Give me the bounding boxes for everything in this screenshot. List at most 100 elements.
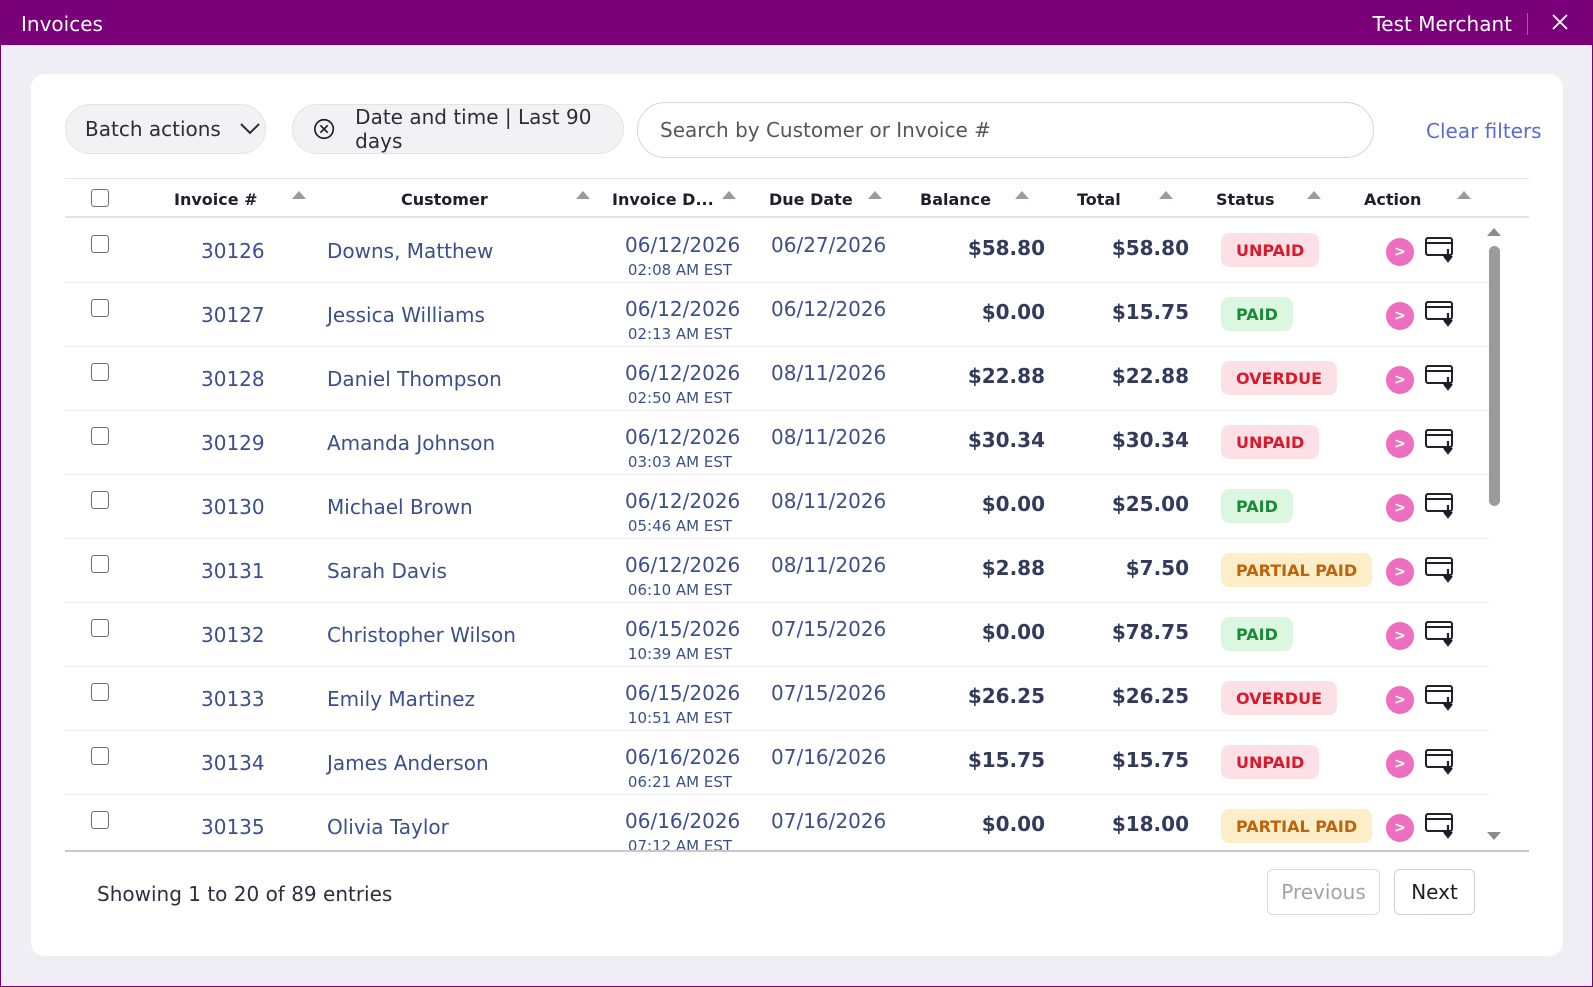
sort-invoice-date-icon[interactable] — [722, 191, 736, 199]
invoice-time: 02:50 AM EST — [627, 389, 733, 407]
sort-balance-icon[interactable] — [1015, 191, 1029, 199]
chevron-down-icon — [240, 123, 260, 135]
total-amount: $7.50 — [1125, 556, 1189, 580]
invoice-number-link[interactable]: 30130 — [201, 495, 265, 519]
download-invoice-icon[interactable] — [1424, 619, 1458, 649]
send-invoice-button[interactable]: > — [1386, 686, 1414, 714]
table-row: 30130 Michael Brown 06/12/2026 05:46 AM EST… — [65, 475, 1489, 539]
send-invoice-button[interactable]: > — [1386, 622, 1414, 650]
send-invoice-button[interactable]: > — [1386, 750, 1414, 778]
download-invoice-icon[interactable] — [1424, 491, 1458, 521]
column-header-balance: Balance — [920, 190, 991, 209]
send-invoice-button[interactable]: > — [1386, 494, 1414, 522]
status-badge: PAID — [1221, 489, 1293, 523]
column-header-due-date: Due Date — [769, 190, 853, 209]
column-header-total: Total — [1077, 190, 1121, 209]
invoice-date: 06/15/2026 — [625, 681, 741, 705]
download-invoice-icon[interactable] — [1424, 747, 1458, 777]
row-checkbox[interactable] — [91, 427, 109, 445]
download-invoice-icon[interactable] — [1424, 811, 1458, 841]
invoice-date-cell: 06/12/2026 02:13 AM EST — [625, 297, 740, 343]
invoice-number-link[interactable]: 30134 — [201, 751, 265, 775]
scrollbar-thumb[interactable] — [1489, 246, 1500, 506]
download-invoice-icon[interactable] — [1424, 555, 1458, 585]
invoices-card: Batch actions Date and time | Last 90 da… — [31, 74, 1563, 956]
column-header-action: Action — [1364, 190, 1422, 209]
customer-name: Emily Martinez — [327, 687, 476, 711]
row-checkbox[interactable] — [91, 747, 109, 765]
balance-amount: $2.88 — [981, 556, 1045, 580]
invoice-number-link[interactable]: 30135 — [201, 815, 265, 839]
invoice-date: 06/12/2026 — [625, 553, 741, 577]
customer-name: Sarah Davis — [327, 559, 447, 583]
date-filter-chip[interactable]: Date and time | Last 90 days — [292, 104, 624, 154]
invoice-number-link[interactable]: 30129 — [201, 431, 265, 455]
table-row: 30131 Sarah Davis 06/12/2026 06:10 AM EST 08… — [65, 539, 1489, 603]
clear-filters-link[interactable]: Clear filters — [1426, 119, 1542, 143]
customer-name: Amanda Johnson — [327, 431, 496, 455]
invoice-date-cell: 06/12/2026 05:46 AM EST — [625, 489, 740, 535]
send-invoice-button[interactable]: > — [1386, 238, 1414, 266]
download-invoice-icon[interactable] — [1424, 299, 1458, 329]
select-all-checkbox[interactable] — [91, 189, 109, 207]
close-icon[interactable] — [1548, 10, 1572, 34]
batch-actions-dropdown[interactable]: Batch actions — [65, 104, 266, 154]
clear-circle-icon[interactable] — [313, 117, 335, 141]
download-invoice-icon[interactable] — [1424, 683, 1458, 713]
download-invoice-icon[interactable] — [1424, 363, 1458, 393]
invoice-number-link[interactable]: 30128 — [201, 367, 265, 391]
customer-name: Olivia Taylor — [327, 815, 449, 839]
next-button[interactable]: Next — [1394, 869, 1475, 915]
send-invoice-button[interactable]: > — [1386, 302, 1414, 330]
total-amount: $25.00 — [1111, 492, 1189, 516]
invoice-number-link[interactable]: 30126 — [201, 239, 265, 263]
balance-amount: $26.25 — [967, 684, 1045, 708]
customer-name: James Anderson — [327, 751, 489, 775]
total-amount: $30.34 — [1111, 428, 1189, 452]
row-checkbox[interactable] — [91, 299, 109, 317]
row-checkbox[interactable] — [91, 235, 109, 253]
status-badge: PARTIAL PAID — [1221, 809, 1373, 843]
search-input[interactable] — [637, 102, 1374, 158]
balance-amount: $15.75 — [967, 748, 1045, 772]
invoice-number-link[interactable]: 30132 — [201, 623, 265, 647]
row-checkbox[interactable] — [91, 619, 109, 637]
invoice-number-link[interactable]: 30131 — [201, 559, 265, 583]
sort-action-icon[interactable] — [1457, 191, 1471, 199]
scroll-up-arrow-icon[interactable] — [1487, 228, 1501, 236]
sort-due-date-icon[interactable] — [868, 191, 882, 199]
send-invoice-button[interactable]: > — [1386, 430, 1414, 458]
due-date: 06/12/2026 — [771, 297, 887, 321]
table-row: 30127 Jessica Williams 06/12/2026 02:13 AM … — [65, 283, 1489, 347]
row-checkbox[interactable] — [91, 811, 109, 829]
send-invoice-button[interactable]: > — [1386, 558, 1414, 586]
invoice-number-link[interactable]: 30133 — [201, 687, 265, 711]
previous-button[interactable]: Previous — [1267, 869, 1380, 915]
invoice-date-cell: 06/16/2026 07:12 AM EST — [625, 809, 740, 852]
status-badge: OVERDUE — [1221, 681, 1338, 715]
download-invoice-icon[interactable] — [1424, 427, 1458, 457]
invoice-date-cell: 06/12/2026 02:50 AM EST — [625, 361, 740, 407]
invoice-date: 06/16/2026 — [625, 745, 741, 769]
sort-invoice-icon[interactable] — [292, 191, 306, 199]
table-body: 30126 Downs, Matthew 06/12/2026 02:08 AM ES… — [65, 219, 1489, 852]
merchant-name: Test Merchant — [1372, 12, 1512, 36]
due-date: 08/11/2026 — [771, 553, 887, 577]
balance-amount: $30.34 — [967, 428, 1045, 452]
invoice-number-link[interactable]: 30127 — [201, 303, 265, 327]
send-invoice-button[interactable]: > — [1386, 814, 1414, 842]
sort-customer-icon[interactable] — [576, 191, 590, 199]
row-checkbox[interactable] — [91, 683, 109, 701]
row-checkbox[interactable] — [91, 555, 109, 573]
table-row: 30128 Daniel Thompson 06/12/2026 02:50 AM E… — [65, 347, 1489, 411]
invoice-time: 02:13 AM EST — [627, 325, 733, 343]
sort-status-icon[interactable] — [1307, 191, 1321, 199]
invoice-date-cell: 06/15/2026 10:51 AM EST — [625, 681, 741, 727]
row-checkbox[interactable] — [91, 491, 109, 509]
scroll-down-arrow-icon[interactable] — [1487, 832, 1501, 840]
send-invoice-button[interactable]: > — [1386, 366, 1414, 394]
sort-total-icon[interactable] — [1159, 191, 1173, 199]
download-invoice-icon[interactable] — [1424, 235, 1458, 265]
row-checkbox[interactable] — [91, 363, 109, 381]
